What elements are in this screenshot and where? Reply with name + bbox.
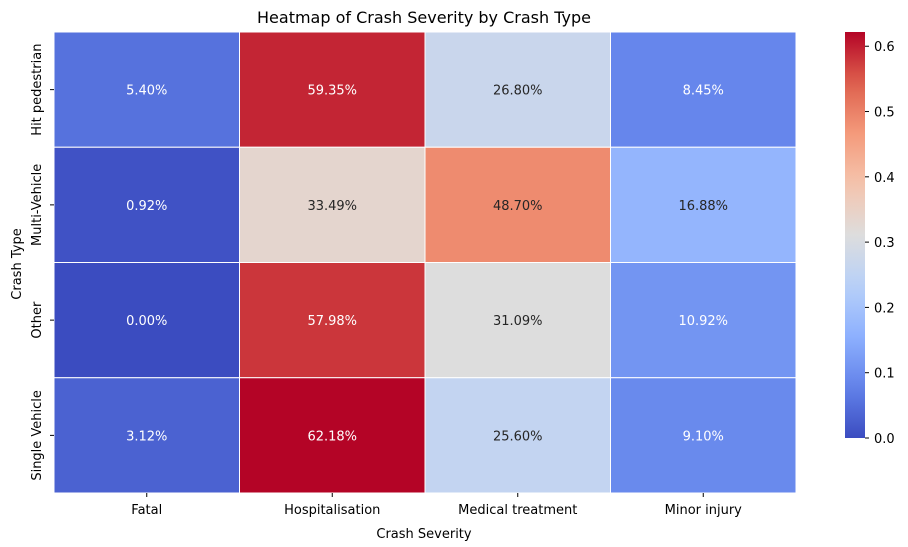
cell-value-label: 9.10% <box>683 429 724 444</box>
cell-value-label: 0.00% <box>126 314 167 329</box>
heatmap-cell <box>53 31 240 148</box>
x-tick-label: Minor injury <box>665 503 743 518</box>
colorbar-tick-label: 0.5 <box>874 106 895 121</box>
colorbar <box>845 32 865 438</box>
heatmap-cells: 5.40% 59.35% 26.80% 8.45% 0.92% 33.49% 48.70% 1… <box>53 31 797 494</box>
colorbar-tick-label: 0.6 <box>874 40 895 55</box>
y-tick-label: Single Vehicle <box>30 390 45 481</box>
x-tick-labels: Fatal Hospitalisation Medical treatment Min… <box>131 493 742 518</box>
colorbar-ticks: 0.0 0.1 0.2 0.3 0.4 0.5 0.6 <box>865 40 895 447</box>
heatmap-cell <box>239 377 426 494</box>
y-axis-label: Crash Type <box>10 228 25 299</box>
x-tick-label: Fatal <box>131 503 162 518</box>
cell-value-label: 25.60% <box>493 429 543 444</box>
heatmap-cell <box>610 262 797 379</box>
cell-value-label: 26.80% <box>493 84 543 99</box>
cell-value-label: 31.09% <box>493 314 543 329</box>
y-tick-label: Multi-Vehicle <box>30 164 45 246</box>
heatmap-cell <box>239 146 426 263</box>
cell-value-label: 62.18% <box>307 429 357 444</box>
cell-value-label: 48.70% <box>493 199 543 214</box>
cell-value-label: 16.88% <box>678 199 728 214</box>
heatmap-cell <box>53 377 240 494</box>
colorbar-tick-label: 0.2 <box>874 301 895 316</box>
heatmap-cell <box>424 31 611 148</box>
cell-value-label: 10.92% <box>678 314 728 329</box>
heatmap-cell <box>53 146 240 263</box>
heatmap-cell <box>239 262 426 379</box>
cell-value-label: 57.98% <box>307 314 357 329</box>
x-axis-label: Crash Severity <box>376 527 472 542</box>
heatmap-cell <box>610 377 797 494</box>
y-tick-labels: Hit pedestrian Multi-Vehicle Other Single V… <box>30 44 54 481</box>
cell-value-label: 59.35% <box>307 84 357 99</box>
heatmap-cell <box>610 146 797 263</box>
cell-value-label: 8.45% <box>683 84 724 99</box>
x-tick-label: Medical treatment <box>458 503 577 518</box>
heatmap-cell <box>424 377 611 494</box>
x-tick-label: Hospitalisation <box>284 503 380 518</box>
colorbar-tick-label: 0.4 <box>874 171 895 186</box>
colorbar-tick-label: 0.1 <box>874 367 895 382</box>
chart-title: Heatmap of Crash Severity by Crash Type <box>257 8 591 27</box>
heatmap-cell <box>239 31 426 148</box>
cell-value-label: 5.40% <box>126 84 167 99</box>
colorbar-tick-label: 0.3 <box>874 236 895 251</box>
cell-value-label: 0.92% <box>126 199 167 214</box>
y-tick-label: Other <box>30 301 45 339</box>
heatmap-cell <box>610 31 797 148</box>
cell-value-label: 3.12% <box>126 429 167 444</box>
colorbar-tick-label: 0.0 <box>874 432 895 447</box>
cell-value-label: 33.49% <box>307 199 357 214</box>
y-tick-label: Hit pedestrian <box>30 44 45 136</box>
